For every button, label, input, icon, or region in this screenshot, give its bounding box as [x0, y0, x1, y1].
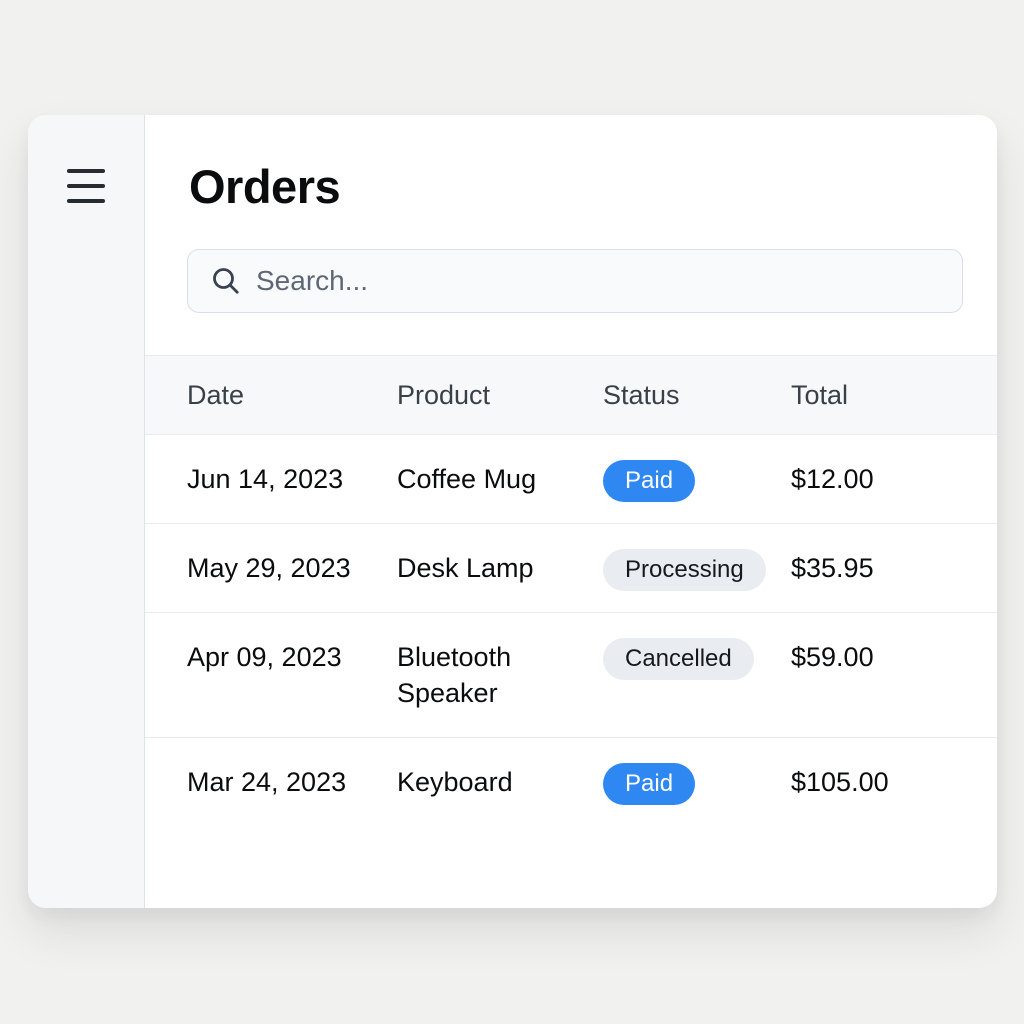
order-date: Mar 24, 2023 [187, 767, 347, 797]
order-status: Cancelled [603, 638, 791, 680]
table-header-row: Date Product Status Total [145, 355, 997, 435]
orders-window: Orders Date Product Status Total Jun 14,… [28, 115, 997, 908]
order-date: Jun 14, 2023 [187, 464, 344, 494]
hamburger-icon [67, 169, 105, 173]
order-status: Paid [603, 460, 791, 502]
column-header-date: Date [187, 380, 245, 410]
order-total: $12.00 [791, 464, 874, 494]
hamburger-icon [67, 184, 105, 188]
search-input[interactable] [256, 265, 942, 297]
content-header: Orders [145, 115, 997, 313]
order-date: May 29, 2023 [187, 553, 351, 583]
orders-table: Date Product Status Total Jun 14, 2023 C… [145, 355, 997, 826]
column-header-status: Status [603, 380, 680, 410]
search-icon [213, 268, 239, 294]
order-total: $105.00 [791, 767, 889, 797]
status-badge: Cancelled [603, 638, 754, 680]
table-row[interactable]: Apr 09, 2023 Bluetooth Speaker Cancelled… [145, 613, 997, 738]
order-product: Coffee Mug [397, 464, 537, 494]
column-header-total: Total [791, 380, 849, 410]
menu-button[interactable] [65, 167, 107, 205]
table-row[interactable]: Jun 14, 2023 Coffee Mug Paid $12.00 [145, 435, 997, 524]
table-row[interactable]: Mar 24, 2023 Keyboard Paid $105.00 [145, 738, 997, 826]
order-total: $35.95 [791, 553, 874, 583]
search-box [187, 249, 963, 313]
order-status: Processing [603, 549, 791, 591]
order-product: Bluetooth Speaker [397, 642, 512, 708]
main-content: Orders Date Product Status Total Jun 14,… [145, 115, 997, 908]
order-product: Keyboard [397, 767, 513, 797]
status-badge: Paid [603, 460, 696, 502]
column-header-product: Product [397, 380, 491, 410]
order-date: Apr 09, 2023 [187, 642, 342, 672]
table-row[interactable]: May 29, 2023 Desk Lamp Processing $35.95 [145, 524, 997, 613]
status-badge: Paid [603, 763, 696, 805]
order-total: $59.00 [791, 642, 874, 672]
order-status: Paid [603, 763, 791, 805]
hamburger-icon [67, 199, 105, 203]
sidebar [28, 115, 145, 908]
status-badge: Processing [603, 549, 766, 591]
order-product: Desk Lamp [397, 553, 534, 583]
page-title: Orders [189, 160, 341, 213]
